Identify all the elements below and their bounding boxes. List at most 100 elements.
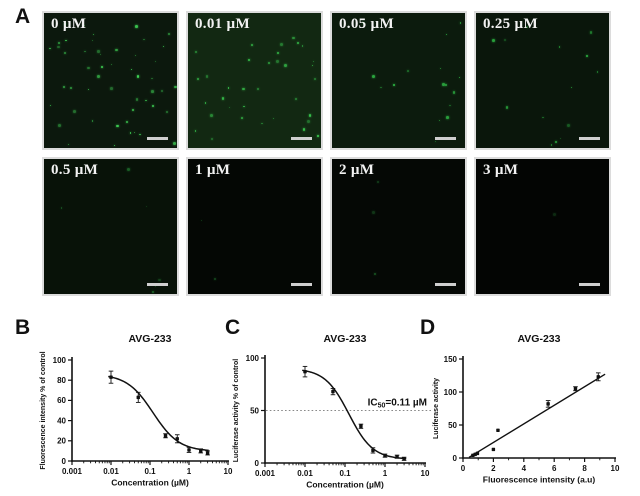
- fluorescent-cell-dot: [555, 141, 557, 144]
- y-tick-label: 80: [57, 376, 66, 385]
- y-tick-label: 0: [62, 457, 67, 466]
- fluorescent-cell-dot: [558, 46, 561, 49]
- y-tick-label: 150: [444, 355, 458, 364]
- fluorescent-cell-dot: [69, 86, 72, 89]
- fluorescent-cell-dot: [136, 74, 140, 78]
- fluorescent-cell-dot: [559, 137, 562, 140]
- fluorescent-cell-dot: [301, 45, 304, 47]
- fluorescent-cell-dot: [446, 34, 448, 36]
- x-tick-label: 6: [552, 464, 557, 473]
- fluorescent-cell-dot: [134, 132, 136, 134]
- data-point: [199, 449, 203, 453]
- fluorescent-cell-dot: [228, 106, 231, 109]
- fluorescent-cell-dot: [393, 83, 396, 86]
- data-point: [371, 448, 375, 453]
- fluorescent-cell-dot: [91, 120, 94, 122]
- fluorescent-cell-dot: [247, 58, 250, 61]
- panel-letter-a: A: [15, 5, 31, 28]
- fluorescent-cell-dot: [101, 66, 103, 68]
- fluorescent-cell-dot: [158, 278, 161, 282]
- fluorescence-dots: [44, 13, 177, 148]
- y-tick-label: 100: [444, 388, 458, 397]
- fluorescent-cell-dot: [570, 86, 573, 89]
- fluorescent-cell-dot: [130, 68, 133, 71]
- fluorescent-cell-dot: [65, 39, 67, 42]
- fluorescent-cell-dot: [292, 37, 295, 40]
- fluorescent-cell-dot: [206, 75, 209, 78]
- x-axis-label: Concentration (µM): [306, 480, 384, 490]
- x-tick-label: 0.1: [144, 467, 156, 476]
- fluorescent-cell-dot: [194, 51, 197, 54]
- fluorescent-cell-dot: [317, 135, 319, 137]
- fluorescent-cell-dot: [204, 102, 207, 104]
- fluorescent-cell-dot: [407, 70, 410, 73]
- fluorescent-cell-dot: [50, 104, 52, 106]
- fluorescent-cell-dot: [446, 116, 449, 119]
- scale-bar: [291, 137, 312, 140]
- panel-letter-c: C: [225, 316, 241, 339]
- fluorescent-cell-dot: [151, 90, 154, 94]
- concentration-label: 0.5 µM: [51, 162, 99, 178]
- fluorescent-cell-dot: [372, 210, 375, 214]
- y-tick-label: 100: [53, 356, 67, 365]
- data-point: [109, 375, 113, 379]
- data-point: [546, 402, 550, 406]
- x-tick-label: 0.001: [62, 467, 83, 476]
- fluorescent-cell-dot: [553, 213, 556, 216]
- concentration-label: 0.01 µM: [195, 16, 250, 32]
- concentration-label: 0.25 µM: [483, 16, 538, 32]
- fluorescent-cell-dot: [362, 21, 365, 24]
- fluorescent-cell-dot: [227, 87, 230, 89]
- scale-bar: [147, 283, 168, 286]
- fluorescent-cell-dot: [439, 68, 441, 70]
- micrograph: 3 µM: [474, 157, 611, 296]
- data-point: [596, 375, 600, 379]
- fluorescent-cell-dot: [155, 286, 157, 288]
- micrograph: 0 µM: [42, 11, 179, 150]
- data-point: [395, 455, 399, 459]
- x-tick-label: 10: [611, 464, 620, 473]
- x-axis-label: Fluorescence intensity (a.u): [483, 475, 596, 485]
- fluorescent-cell-dot: [100, 54, 102, 56]
- fluorescent-cell-dot: [167, 32, 171, 36]
- fluorescent-cell-dot: [459, 22, 462, 24]
- fluorescent-cell-dot: [58, 123, 62, 127]
- fluorescence-dots: [476, 159, 609, 294]
- x-tick-label: 10: [421, 469, 430, 478]
- x-tick-label: 0.1: [339, 469, 351, 478]
- micrograph: 0.05 µM: [330, 11, 467, 150]
- x-tick-label: 1: [187, 467, 192, 476]
- panel-letter-d: D: [420, 316, 436, 339]
- fluorescent-cell-dot: [372, 75, 375, 78]
- fluorescent-cell-dot: [284, 64, 287, 67]
- fit-curve: [108, 375, 209, 452]
- data-point: [475, 451, 480, 456]
- fluorescent-cell-dot: [200, 219, 202, 221]
- micrograph: 0.25 µM: [474, 11, 611, 150]
- chart-luciferase-vs-fluorescence: AVG-233 0 50 100 150 0 2 4 6 8 10 Fluorescence inte…: [433, 333, 620, 485]
- fluorescent-cell-dot: [222, 97, 225, 100]
- x-tick-label: 0: [461, 464, 466, 473]
- fluorescent-cell-dot: [113, 144, 115, 146]
- concentration-label: 0.05 µM: [339, 16, 394, 32]
- fluorescent-cell-dot: [194, 129, 197, 132]
- data-point: [331, 389, 335, 394]
- fluorescent-cell-dot: [567, 124, 570, 127]
- fluorescent-cell-dot: [135, 98, 139, 101]
- fluorescent-cell-dot: [87, 88, 90, 91]
- fluorescent-cell-dot: [73, 110, 77, 113]
- fluorescent-cell-dot: [126, 167, 130, 171]
- y-tick-label: 0: [453, 454, 458, 463]
- micrograph: 0.01 µM: [186, 11, 323, 150]
- fluorescent-cell-dot: [57, 45, 60, 48]
- fluorescent-cell-dot: [49, 47, 51, 50]
- fluorescent-cell-dot: [115, 124, 119, 128]
- fluorescent-cell-dot: [110, 63, 113, 66]
- scale-bar: [435, 137, 456, 140]
- fluorescent-cell-dot: [135, 54, 137, 56]
- fluorescent-cell-dot: [542, 116, 544, 119]
- y-axis-label: Luciferase activity: [433, 378, 440, 439]
- fluorescent-cell-dot: [452, 91, 456, 94]
- x-tick-label: 8: [582, 464, 587, 473]
